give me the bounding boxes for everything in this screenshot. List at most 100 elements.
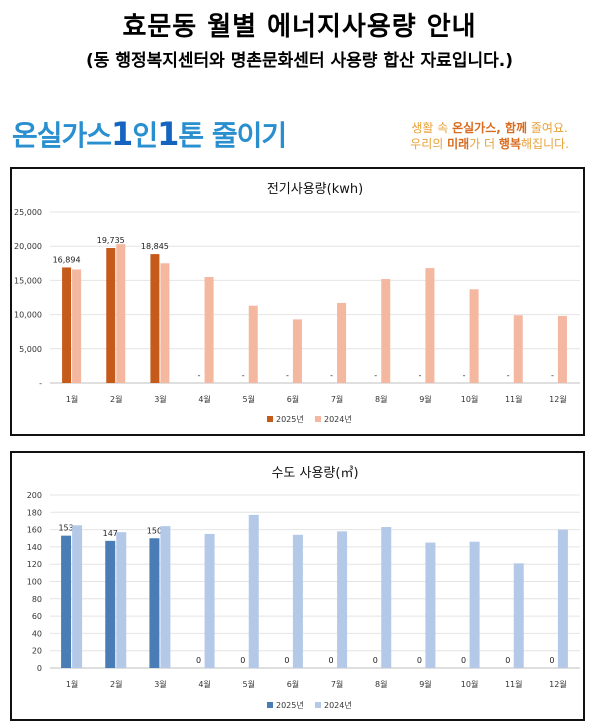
water-xtick-label: 11월: [505, 679, 523, 689]
water-data-label: 147: [103, 529, 118, 538]
water-bar-previous: [72, 525, 83, 668]
slogan-2e: 해집니다.: [521, 137, 569, 151]
water-data-label: 150: [147, 526, 162, 535]
electricity-bar-previous: [72, 269, 82, 383]
water-bar-previous: [292, 534, 303, 668]
electricity-data-label: -: [242, 371, 245, 380]
water-xtick-label: 1월: [66, 679, 78, 689]
electricity-xtick-label: 3월: [154, 394, 166, 404]
water-data-label: 0: [373, 656, 378, 665]
electricity-data-label: 16,894: [53, 255, 81, 264]
water-xtick-label: 8월: [375, 679, 387, 689]
water-bar-previous: [469, 541, 480, 668]
water-chart-panel: 수도 사용량(㎥) 0 20 40 60 80 100 120 140 160 180 200 1월 15…: [10, 451, 585, 721]
electricity-xtick-label: 5월: [243, 394, 255, 404]
slogan-line-1: 생활 속 온실가스, 함께 줄여요.: [410, 120, 569, 136]
water-ytick-label: 100: [27, 578, 42, 587]
electricity-bar-current: [62, 267, 72, 383]
electricity-ytick-label: 20,000: [14, 242, 42, 251]
electricity-bar-previous: [381, 279, 391, 383]
electricity-data-label: -: [463, 371, 466, 380]
water-xtick-label: 7월: [331, 679, 343, 689]
slogan-1b: 온실가스, 함께: [452, 121, 528, 135]
electricity-bar-previous: [425, 268, 435, 383]
water-ytick-label: 20: [32, 647, 42, 656]
water-legend-swatch: [267, 702, 273, 708]
campaign-slogan: 생활 속 온실가스, 함께 줄여요. 우리의 미래가 더 행복해집니다.: [410, 120, 569, 152]
electricity-bar-previous: [160, 263, 170, 383]
slogan-2b: 미래: [447, 137, 470, 151]
water-bar-previous: [116, 532, 127, 668]
water-bar-previous: [248, 514, 259, 668]
water-bar-previous: [557, 529, 568, 668]
electricity-data-label: -: [198, 371, 201, 380]
water-bar-current: [105, 540, 116, 668]
electricity-bar-current: [106, 248, 116, 383]
water-xtick-label: 3월: [154, 679, 166, 689]
electricity-xtick-label: 6월: [287, 394, 299, 404]
water-ytick-label: 120: [27, 560, 42, 569]
water-bar-previous: [160, 526, 171, 668]
electricity-bar-previous: [513, 315, 523, 383]
water-data-label: 0: [240, 656, 245, 665]
water-ytick-label: 160: [27, 526, 42, 535]
electricity-data-label: -: [507, 371, 510, 380]
electricity-xtick-label: 2월: [110, 394, 122, 404]
page-subtitle: (동 행정복지센터와 명촌문화센터 사용량 합산 자료입니다.): [86, 51, 513, 71]
water-bar-previous: [337, 531, 348, 668]
water-bar-previous: [513, 563, 524, 668]
water-bar-previous: [204, 533, 215, 668]
slogan-1c: 줄여요.: [527, 121, 568, 135]
electricity-ytick-label: 10,000: [14, 311, 42, 320]
water-data-label: 0: [284, 656, 289, 665]
electricity-data-label: 19,735: [97, 236, 125, 245]
slogan-2c: 가 더: [469, 137, 499, 151]
electricity-bar-previous: [292, 319, 302, 383]
slogan-1a: 생활 속: [411, 121, 453, 135]
electricity-legend-swatch: [267, 416, 273, 422]
campaign-logo-num1: 1: [111, 115, 133, 153]
water-ytick-label: 180: [27, 508, 42, 517]
slogan-2d: 행복: [498, 137, 522, 151]
electricity-bar-current: [150, 254, 160, 383]
water-xtick-label: 12월: [549, 679, 567, 689]
electricity-xtick-label: 1월: [66, 394, 78, 404]
water-xtick-label: 6월: [287, 679, 299, 689]
electricity-data-label: 18,845: [141, 242, 169, 251]
slogan-2a: 우리의: [410, 137, 448, 151]
water-ytick-label: 200: [27, 491, 42, 500]
electricity-legend-label: 2024년: [324, 414, 352, 424]
electricity-bar-previous: [248, 305, 258, 383]
campaign-logo: 온실가스1인1톤 줄이기: [12, 114, 287, 154]
electricity-bar-previous: [469, 289, 479, 383]
electricity-data-label: -: [374, 371, 377, 380]
water-bar-current: [61, 535, 72, 668]
water-chart: 수도 사용량(㎥) 0 20 40 60 80 100 120 140 160 180 200 1월 15…: [27, 466, 580, 710]
page-title: 효문동 월별 에너지사용량 안내: [122, 12, 477, 42]
water-data-label: 0: [417, 656, 422, 665]
electricity-ytick-label: 15,000: [14, 276, 42, 285]
electricity-xtick-label: 11월: [505, 394, 523, 404]
campaign-logo-mid: 인: [132, 119, 158, 152]
water-legend-swatch: [315, 702, 321, 708]
electricity-bar-previous: [116, 244, 126, 383]
water-data-label: 0: [329, 656, 334, 665]
electricity-data-label: -: [286, 371, 289, 380]
water-data-label: 0: [549, 656, 554, 665]
water-data-label: 0: [505, 656, 510, 665]
water-bar-current: [149, 538, 160, 668]
campaign-logo-num2: 1: [157, 115, 179, 153]
water-data-label: 0: [196, 656, 201, 665]
electricity-chart: 전기사용량(kwh) - 5,000 10,000 15,000 20,000 25,000…: [14, 182, 580, 424]
water-data-label: 153: [58, 524, 73, 533]
water-title: 수도 사용량(㎥): [271, 466, 358, 481]
electricity-data-label: -: [330, 371, 333, 380]
electricity-ytick-label: 5,000: [19, 345, 42, 354]
electricity-xtick-label: 12월: [549, 394, 567, 404]
water-xtick-label: 10월: [461, 679, 479, 689]
water-data-label: 0: [461, 656, 466, 665]
slogan-line-2: 우리의 미래가 더 행복해집니다.: [410, 136, 569, 152]
electricity-data-label: -: [418, 371, 421, 380]
water-xtick-label: 2월: [110, 679, 122, 689]
electricity-data-label: -: [551, 371, 554, 380]
